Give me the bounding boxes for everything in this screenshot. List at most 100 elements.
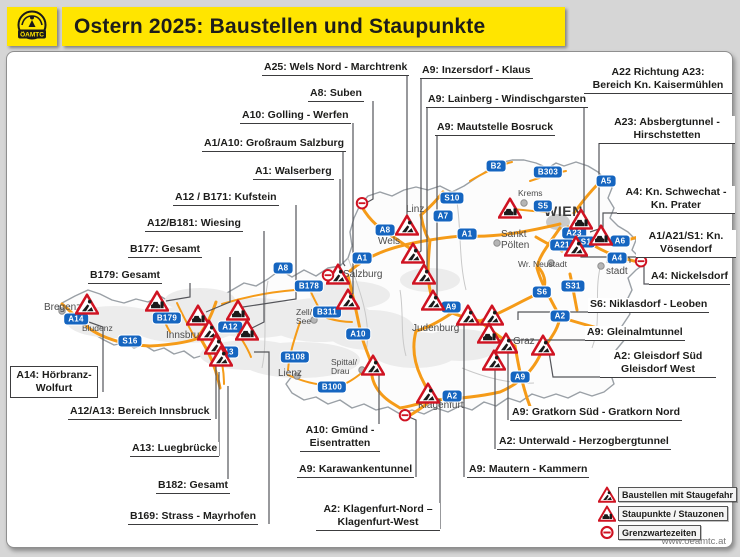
road-shield: B100 [317, 381, 347, 393]
callout-label: A25: Wels Nord - Marchtrenk [262, 61, 410, 76]
road-shield: S31 [561, 280, 585, 292]
city-label: Krems [518, 188, 543, 198]
road-shield: A9 [441, 301, 461, 313]
road-shield: A6 [610, 235, 630, 247]
page-title: Ostern 2025: Baustellen und Staupunkte [62, 7, 565, 46]
construction-warning-icon [479, 304, 505, 326]
callout-label: B169: Strass - Mayrhofen [128, 510, 259, 525]
construction-warning-icon [493, 332, 519, 354]
callout-label: A9: Mautstelle Bosruck [435, 121, 556, 136]
city-label: Zell/ See [296, 307, 313, 326]
callout-label: A10: Gmünd - Eisentratten [300, 424, 380, 452]
construction-triangle-icon [597, 486, 618, 503]
callout-label: A23: Absbergtunnel - Hirschstetten [599, 116, 735, 144]
construction-warning-icon [481, 349, 507, 371]
traffic-jam-warning-icon [144, 290, 170, 312]
callout-label: A9: Gratkorn Süd - Gratkorn Nord [510, 406, 683, 421]
callout-label: A9: Inzersdorf - Klaus [420, 64, 533, 79]
city-label: WIEN [544, 203, 583, 219]
road-shield: A7 [433, 210, 453, 222]
road-shield: A23 [562, 227, 586, 239]
road-shield: A12 [218, 321, 242, 333]
city-label: Spittal/ Drau [331, 357, 357, 376]
road-shield: S10 [440, 192, 464, 204]
traffic-jam-warning-icon [568, 208, 594, 230]
city-label: Lienz [278, 368, 302, 379]
construction-warning-icon [196, 319, 222, 341]
callout-label: A14: Hörbranz- Wolfurt [10, 366, 98, 398]
traffic-jam-warning-icon [225, 299, 251, 321]
traffic-jam-warning-icon [234, 319, 260, 341]
road-shield: B179 [152, 312, 182, 324]
legend-row: Staupunkte / Stauzonen [597, 505, 737, 522]
callout-label: S6: Niklasdorf - Leoben [588, 298, 710, 313]
callout-label: A2: Unterwald - Herzogbergtunnel [497, 435, 671, 450]
border-wait-icon [633, 253, 650, 269]
city-label: Graz [513, 336, 535, 347]
construction-warning-icon [360, 354, 386, 376]
callout-label: A4: Nickelsdorf [649, 270, 731, 285]
road-shield: A4 [607, 252, 627, 264]
callout-label: B177: Gesamt [128, 243, 203, 258]
city-label: Bludenz [82, 323, 113, 333]
construction-warning-icon [455, 304, 481, 326]
road-shield: B108 [280, 351, 310, 363]
road-shield: S5 [533, 200, 553, 212]
oeamtc-emblem-icon: ÖAMTC [17, 10, 47, 39]
oeamtc-logo: ÖAMTC [7, 7, 57, 46]
callout-label: A9: Mautern - Kammern [467, 463, 590, 478]
traffic-jam-warning-icon [588, 224, 614, 246]
border-wait-icon [320, 267, 337, 283]
road-shield: B2 [486, 160, 506, 172]
traffic-jam-warning-icon [497, 197, 523, 219]
callout-label: A12/A13: Bereich Innsbruck [68, 405, 212, 420]
legend: Baustellen mit Staugefahr Staupunkte / S… [597, 486, 738, 543]
border-wait-icon [397, 407, 414, 423]
traffic-jam-warning-icon [185, 304, 211, 326]
city-label: Salzburg [343, 269, 383, 280]
road-shield: A9 [510, 371, 530, 383]
callout-label: A10: Golling - Werfen [240, 109, 351, 124]
road-shield: A21 [550, 239, 574, 251]
border-wait-circle-icon [598, 524, 618, 541]
road-shield: A1 [352, 252, 372, 264]
construction-warning-icon [400, 242, 426, 264]
road-shield: S1 [576, 236, 596, 248]
construction-warning-icon [208, 345, 234, 367]
callout-label: A9: Lainberg - Windischgarsten [426, 93, 589, 108]
road-shield: A8 [375, 224, 395, 236]
city-label: Bregenz [44, 302, 82, 313]
city-label: Innsbruck [166, 330, 210, 341]
legend-row: Baustellen mit Staugefahr [597, 486, 738, 503]
city-label: Klagenfurt [418, 400, 464, 411]
traffic-jam-triangle-icon [597, 505, 618, 522]
city-label: Sankt Pölten [501, 229, 530, 251]
website-url: www.oeamtc.at [661, 536, 726, 547]
construction-warning-icon [411, 263, 437, 285]
callout-label: A1/A10: Großraum Salzburg [202, 137, 347, 152]
construction-warning-icon [415, 382, 441, 404]
city-label: Linz [406, 204, 425, 215]
city-label: Judenburg [412, 323, 460, 334]
callout-label: A22 Richtung A23: Bereich Kn. Kaisermühl… [584, 66, 732, 94]
callout-label: A13: Luegbrücke [130, 442, 220, 457]
road-shield: S6 [532, 286, 552, 298]
road-shield: A2 [550, 310, 570, 322]
callout-label: A1/A21/S1: Kn. Vösendorf [636, 230, 736, 258]
border-wait-icon [354, 195, 371, 211]
legend-label: Grenzwartezeiten [618, 525, 701, 540]
callout-label: A1: Walserberg [253, 165, 334, 180]
legend-label: Baustellen mit Staugefahr [618, 487, 738, 502]
road-shield: B178 [294, 280, 324, 292]
city-label: Wels [378, 236, 401, 247]
callout-label: A9: Gleinalmtunnel [585, 326, 685, 341]
callout-label: B182: Gesamt [156, 479, 231, 494]
construction-warning-icon [420, 289, 446, 311]
callout-label: A2: Klagenfurt-Nord – Klagenfurt-West [316, 503, 440, 531]
svg-text:ÖAMTC: ÖAMTC [20, 29, 44, 38]
traffic-jam-warning-icon [476, 322, 502, 344]
callout-label: A8: Suben [308, 87, 364, 102]
city-label: Wr. Neustadt [518, 259, 567, 269]
construction-warning-icon [394, 214, 420, 236]
